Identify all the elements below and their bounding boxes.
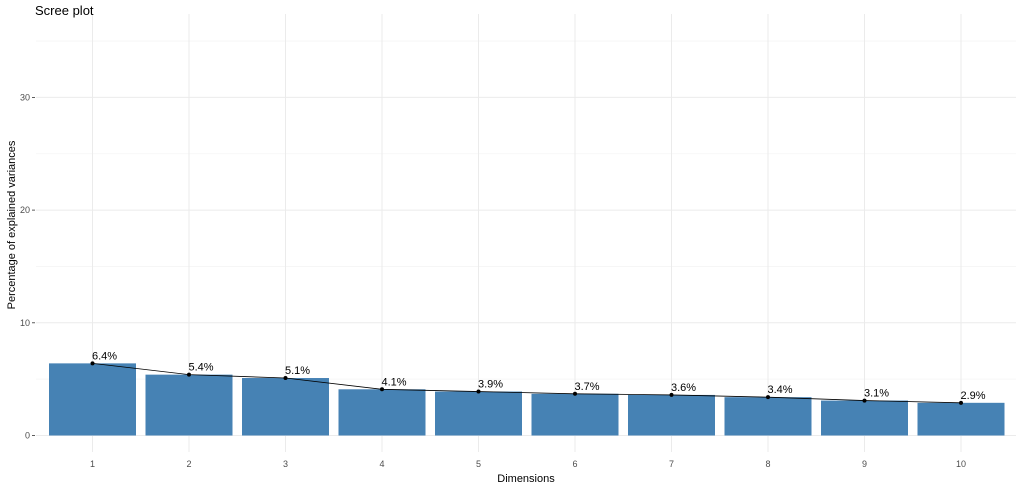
bar: [49, 363, 136, 436]
data-label-layer: 6.4% 5.4% 5.1% 4.1% 3.9% 3.7% 3.6% 3.4% 3.1% 2.9%: [92, 350, 986, 401]
x-tick-label: 4: [379, 459, 384, 469]
x-tick-label: 5: [476, 459, 481, 469]
variance-point: [380, 387, 384, 392]
x-tick-label: 3: [283, 459, 288, 469]
variance-point: [766, 395, 770, 400]
y-tick-label: 20: [20, 205, 30, 215]
axis-layer: 1 2 3 4 5 6 7 8 9 10 0 10 20 30: [20, 92, 966, 469]
x-axis-title: Dimensions: [497, 473, 555, 485]
data-label: 4.1%: [381, 376, 406, 388]
variance-point: [959, 400, 963, 405]
data-label: 3.7%: [574, 381, 599, 393]
bar: [338, 389, 426, 436]
y-axis-title: Percentage of explained variances: [6, 140, 18, 309]
variance-point: [573, 391, 577, 396]
y-tick-label: 0: [25, 431, 30, 441]
data-label: 3.4%: [767, 384, 792, 396]
bar: [821, 400, 908, 436]
bar: [145, 374, 233, 436]
data-label: 3.6%: [671, 382, 696, 394]
data-label: 6.4%: [92, 350, 117, 362]
data-label: 3.9%: [478, 379, 503, 391]
variance-point: [90, 361, 95, 366]
x-tick-label: 7: [669, 459, 674, 469]
data-label: 5.1%: [285, 365, 310, 377]
bar: [917, 402, 1005, 436]
grid-layer: [36, 14, 1016, 452]
y-tick-label: 30: [20, 92, 30, 102]
x-tick-label: 10: [956, 459, 966, 469]
bar: [242, 378, 329, 436]
chart-title: Scree plot: [35, 3, 94, 18]
bar: [435, 391, 522, 436]
bar: [531, 393, 619, 436]
x-tick-label: 2: [186, 459, 191, 469]
variance-point: [669, 392, 674, 397]
data-label: 2.9%: [960, 390, 985, 402]
bar: [628, 394, 715, 436]
variance-point: [862, 398, 867, 403]
variance-point: [283, 376, 288, 381]
y-tick-label: 10: [20, 318, 30, 328]
data-label: 5.4%: [188, 362, 213, 374]
bar-layer: [49, 363, 1005, 436]
x-tick-label: 9: [862, 459, 867, 469]
variance-point: [476, 389, 481, 394]
x-tick-label: 8: [765, 459, 770, 469]
data-label: 3.1%: [864, 388, 889, 400]
variance-point: [187, 372, 191, 377]
x-tick-label: 6: [572, 459, 577, 469]
x-tick-label: 1: [90, 459, 95, 469]
variance-line-layer: [90, 361, 963, 405]
bar: [724, 397, 812, 436]
variance-line: [92, 362, 962, 404]
